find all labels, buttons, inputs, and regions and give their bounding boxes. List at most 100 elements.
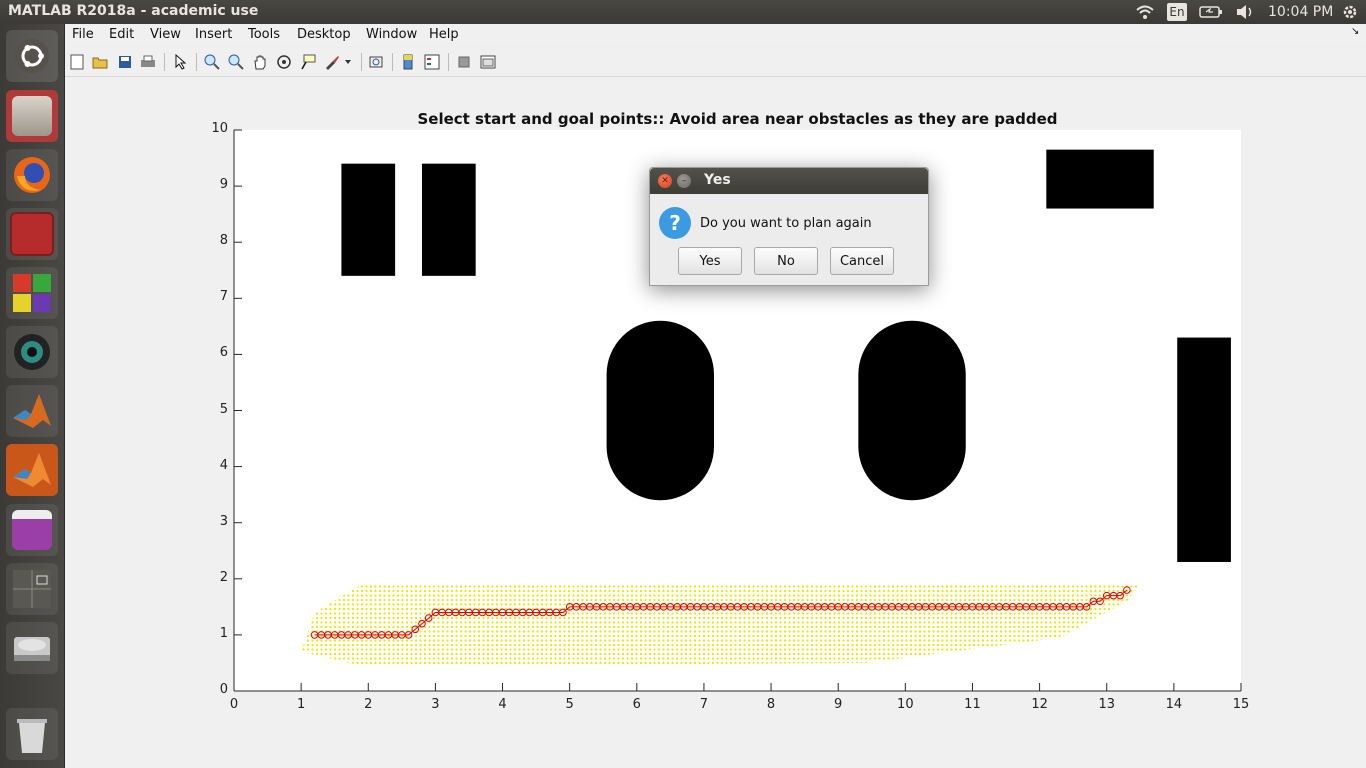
cancel-button[interactable]: Cancel: [830, 247, 894, 275]
y-tick-label: 1: [219, 625, 228, 641]
x-tick-label: 12: [1031, 697, 1048, 712]
path-point: [424, 614, 433, 622]
zoom-in-icon[interactable]: [203, 53, 221, 71]
keyboard-layout-indicator[interactable]: En: [1167, 3, 1187, 21]
obstacle-1: [341, 163, 396, 276]
dialog-message: Do you want to plan again: [700, 216, 872, 231]
menu-insert[interactable]: Insert: [195, 27, 233, 42]
chevron-down-icon[interactable]: [343, 53, 353, 71]
toolbar-separator: [392, 53, 393, 71]
link-plot-icon[interactable]: [367, 53, 385, 71]
launcher: [0, 24, 65, 768]
x-tick-label: 0: [229, 697, 239, 712]
obstacle-5: [606, 320, 715, 501]
x-tick-label: 1: [296, 697, 306, 712]
y-tick-label: 0: [219, 682, 228, 697]
dialog-title: Yes: [704, 172, 731, 188]
x-tick-label: 13: [1098, 697, 1115, 712]
menu-window[interactable]: Window: [366, 27, 418, 42]
disk-icon[interactable]: [6, 622, 58, 674]
print-icon[interactable]: [139, 53, 157, 71]
y-tick-label: 7: [219, 289, 228, 305]
zoom-out-icon[interactable]: [227, 53, 245, 71]
pointer-icon[interactable]: [172, 53, 190, 71]
new-figure-icon[interactable]: [68, 53, 86, 71]
close-icon[interactable]: ✕: [658, 174, 672, 188]
x-tick-label: 11: [964, 697, 981, 712]
x-tick-label: 10: [897, 697, 914, 712]
firefox-icon[interactable]: [6, 149, 58, 201]
path-point: [404, 631, 413, 639]
save-icon[interactable]: [116, 53, 134, 71]
legend-icon[interactable]: [423, 53, 441, 71]
hide-plot-tools-icon[interactable]: [455, 53, 473, 71]
ubuntu-logo-icon[interactable]: [6, 30, 58, 82]
matlab-icon[interactable]: [6, 385, 58, 437]
y-tick-label: 10: [211, 121, 228, 136]
webcam-icon[interactable]: [6, 326, 58, 378]
data-cursor-icon[interactable]: [299, 53, 317, 71]
x-tick-label: 3: [431, 697, 440, 712]
dialog-titlebar[interactable]: ✕ – Yes: [650, 168, 928, 194]
window-icon[interactable]: [6, 504, 58, 556]
plot-axes[interactable]: [233, 129, 1242, 692]
yes-button[interactable]: Yes: [678, 247, 742, 275]
plot-canvas[interactable]: [233, 129, 1242, 692]
x-tick-label: 14: [1165, 697, 1183, 712]
svg-text:?: ?: [669, 211, 681, 235]
open-file-icon[interactable]: [91, 53, 109, 71]
toolbar-separator: [196, 53, 197, 71]
y-tick-label: 5: [219, 401, 228, 417]
wifi-icon[interactable]: [1134, 3, 1156, 21]
terminal-icon[interactable]: [6, 208, 58, 260]
menu-bar: File Edit View Insert Tools Desktop Wind…: [65, 24, 1366, 46]
y-tick-label: 6: [219, 345, 228, 361]
obstacle-3: [1046, 149, 1154, 209]
clock[interactable]: 10:04 PM: [1268, 4, 1334, 20]
x-tick-label: 8: [766, 697, 776, 712]
x-tick-label: 9: [834, 697, 843, 712]
toolbar-separator: [361, 53, 362, 71]
toolbar-separator: [448, 53, 449, 71]
x-tick-label: 6: [632, 697, 641, 712]
menu-desktop[interactable]: Desktop: [297, 27, 351, 42]
path-point: [418, 619, 426, 628]
path-point: [411, 625, 420, 634]
menu-file[interactable]: File: [72, 27, 94, 42]
undock-arrow-icon[interactable]: ↘: [1351, 26, 1360, 37]
x-tick-label: 4: [498, 697, 507, 712]
menu-edit[interactable]: Edit: [109, 27, 135, 42]
matlab-icon[interactable]: [6, 444, 58, 496]
path-point: [1082, 603, 1091, 611]
top-panel: MATLAB R2018a - academic use En 10:04 PM: [0, 0, 1366, 24]
window-title: MATLAB R2018a - academic use: [8, 3, 259, 19]
gear-icon[interactable]: [1340, 3, 1360, 21]
x-tick-label: 7: [699, 697, 709, 712]
menu-tools[interactable]: Tools: [248, 27, 281, 42]
x-tick-label: 15: [1232, 697, 1250, 712]
file-cabinet-icon[interactable]: [6, 90, 58, 142]
obstacle-4: [1177, 337, 1231, 562]
no-button[interactable]: No: [754, 247, 818, 275]
minimize-icon[interactable]: –: [677, 174, 691, 188]
brush-icon[interactable]: [323, 53, 341, 71]
pan-hand-icon[interactable]: [251, 53, 269, 71]
path-point: [1116, 591, 1124, 600]
trash-icon[interactable]: [6, 708, 58, 760]
colorbar-icon[interactable]: [399, 53, 417, 71]
volume-icon[interactable]: [1234, 3, 1256, 21]
question-icon: ?: [658, 206, 692, 244]
y-tick-label: 2: [219, 569, 228, 585]
path-point: [559, 608, 567, 617]
show-plot-tools-icon[interactable]: [479, 53, 497, 71]
rotate-3d-icon[interactable]: [275, 53, 293, 71]
path-point: [1123, 586, 1131, 594]
software-cube-icon[interactable]: [6, 267, 58, 319]
menu-help[interactable]: Help: [429, 27, 459, 42]
menu-view[interactable]: View: [150, 27, 181, 42]
figure-toolbar: [65, 48, 1366, 77]
toolbar-separator: [164, 53, 165, 71]
battery-icon[interactable]: [1198, 3, 1224, 21]
workspace-switcher-icon[interactable]: [6, 563, 58, 615]
y-tick-label: 9: [219, 177, 228, 193]
